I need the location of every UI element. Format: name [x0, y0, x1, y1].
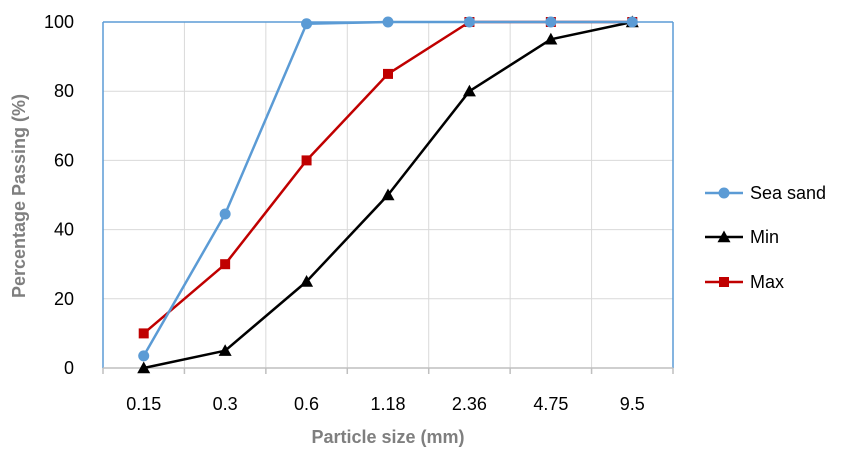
data-point [300, 275, 314, 287]
data-point [462, 84, 476, 97]
x-tick-label: 0.6 [294, 394, 319, 414]
data-point [218, 344, 232, 356]
series-sea-sand [138, 16, 638, 362]
y-tick-label: 0 [64, 358, 74, 378]
data-point [137, 361, 151, 374]
y-tick-label: 80 [54, 81, 74, 101]
legend-label: Max [750, 272, 784, 292]
data-point [301, 155, 312, 166]
legend-item-min: Min [705, 227, 779, 247]
y-tick-label: 20 [54, 289, 74, 309]
data-point [463, 16, 475, 28]
legend: Sea sand Min Max [705, 183, 826, 292]
legend-label: Min [750, 227, 779, 247]
data-point [382, 16, 394, 28]
data-point [138, 328, 149, 339]
legend-marker [719, 277, 729, 287]
data-point [301, 18, 313, 30]
data-point [219, 208, 231, 220]
data-point [383, 68, 393, 79]
legend-item-max: Max [705, 272, 784, 292]
y-tick-label: 40 [54, 220, 74, 240]
legend-label: Sea sand [750, 183, 826, 203]
x-tick-label: 9.5 [620, 394, 645, 414]
x-tick-label: 0.3 [213, 394, 238, 414]
x-axis-title: Particle size (mm) [311, 427, 464, 447]
data-point [626, 16, 638, 28]
legend-item-sea-sand: Sea sand [705, 183, 826, 203]
data-series [137, 15, 639, 374]
series-line [142, 20, 633, 335]
legend-marker [718, 187, 730, 199]
series-max [138, 17, 638, 339]
x-tick-label: 0.15 [126, 394, 161, 414]
legend-marker [717, 230, 731, 243]
x-tick-label: 2.36 [452, 394, 487, 414]
tick-labels: 0 20 40 60 80 100 0.15 0.3 0.6 1.18 2.36 4.75 9.5 [44, 12, 645, 414]
data-point [138, 350, 150, 362]
data-point [545, 16, 557, 28]
y-tick-label: 60 [54, 150, 74, 170]
data-point [220, 259, 231, 270]
x-tick-label: 4.75 [533, 394, 568, 414]
y-tick-label: 100 [44, 12, 74, 32]
x-tick-label: 1.18 [370, 394, 405, 414]
y-axis-title: Percentage Passing (%) [9, 94, 29, 298]
series-min [137, 15, 639, 374]
data-point [381, 188, 395, 201]
data-point [544, 32, 558, 45]
